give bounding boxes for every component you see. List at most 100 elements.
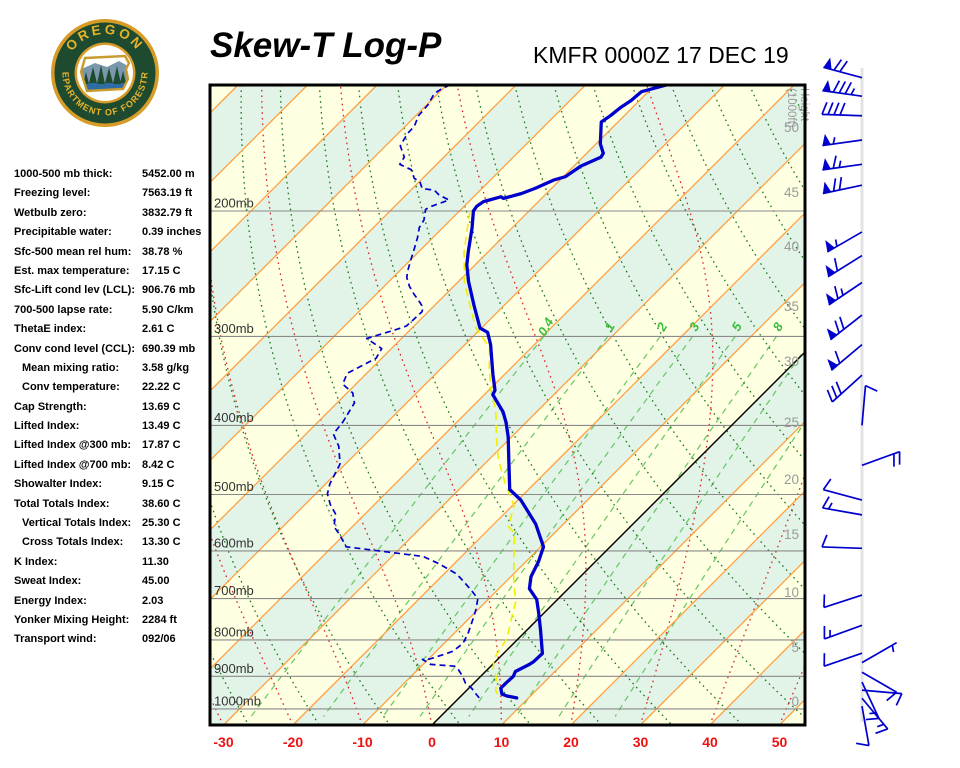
- pressure-label: 600mb: [214, 535, 254, 550]
- pressure-label: 500mb: [214, 479, 254, 494]
- index-value: 38.78 %: [141, 245, 183, 258]
- wind-barb: [826, 314, 863, 341]
- pressure-label: 200mb: [214, 195, 254, 210]
- height-tick-label: 40: [784, 239, 799, 254]
- wind-barb: [822, 133, 863, 147]
- index-label: Freezing level:: [14, 187, 91, 200]
- height-tick-label: 10: [784, 585, 799, 600]
- index-label: Total Totals Index:: [14, 497, 110, 510]
- wind-barb: [822, 80, 863, 98]
- index-row: Total Totals Index: 38.60 C: [14, 496, 214, 515]
- wind-barb: [825, 254, 863, 278]
- index-row: Sfc-Lift cond lev (LCL): 906.76 mb: [14, 282, 214, 301]
- index-value: 5452.00 m: [141, 168, 195, 180]
- index-label: Est. max temperature:: [14, 264, 130, 277]
- height-tick-label: 45: [784, 185, 799, 200]
- index-label: Sweat Index:: [14, 575, 82, 588]
- pressure-label: 400mb: [214, 410, 254, 425]
- pressure-lines: 200mb 300mb 400mb 500mb 600mb 700mb 800mb 900mb…: [210, 195, 805, 710]
- index-value: 22.22 C: [141, 381, 181, 394]
- index-row: Sweat Index: 45.00: [14, 573, 214, 592]
- index-value: 9.15 C: [141, 478, 175, 491]
- wind-barb: [825, 281, 863, 306]
- wind-barb: [822, 478, 863, 501]
- index-row: Lifted Index: 13.49 C: [14, 418, 214, 437]
- x-axis-tick-label: 30: [633, 734, 649, 750]
- index-value: 13.30 C: [141, 536, 181, 549]
- wind-barb: [821, 101, 863, 117]
- height-tick-label: 50: [784, 120, 799, 135]
- x-axis-tick-label: 50: [772, 734, 788, 750]
- index-label: Lifted Index:: [14, 420, 80, 433]
- station-datetime: KMFR 0000Z 17 DEC 19: [533, 42, 789, 68]
- height-tick-label: 25: [784, 415, 799, 430]
- index-row: Conv cond level (CCL): 690.39 mb: [14, 341, 214, 360]
- moist-adiabats: [210, 85, 805, 725]
- index-value: 17.15 C: [141, 264, 181, 277]
- pressure-label: 300mb: [214, 321, 254, 336]
- dewpoint-profile: [326, 85, 480, 699]
- index-label: Energy Index:: [14, 594, 87, 607]
- index-label: Precipitable water:: [14, 226, 112, 239]
- wind-barb: [825, 231, 863, 253]
- x-axis-tick-label: 0: [428, 734, 436, 750]
- dry-adiabats: [210, 85, 805, 725]
- index-value: 906.76 mb: [141, 284, 196, 297]
- index-value: 11.30: [141, 555, 169, 568]
- wind-barb: [823, 57, 863, 79]
- index-row: Est. max temperature: 17.15 C: [14, 263, 214, 282]
- index-row: Vertical Totals Index: 25.30 C: [14, 515, 214, 534]
- wind-barb: [821, 534, 863, 550]
- indices-panel: 1000-500 mb thick: 5452.00 m Freezing leve…: [14, 166, 214, 651]
- index-row: Yonker Mixing Height: 2284 ft: [14, 612, 214, 631]
- index-label: Mean mixing ratio:: [22, 361, 120, 374]
- index-value: 45.00: [141, 575, 170, 588]
- wind-barb: [827, 343, 863, 371]
- wind-barb: [823, 652, 863, 667]
- height-tick-label: 0: [791, 694, 799, 709]
- background-bands: [210, 85, 805, 725]
- height-tick-label: 5: [791, 640, 799, 655]
- x-axis-tick-label: -10: [352, 734, 372, 750]
- index-value: 690.39 mb: [141, 342, 196, 355]
- wind-barb: [861, 697, 889, 735]
- index-row: K Index: 11.30: [14, 554, 214, 573]
- pressure-label: 900mb: [214, 661, 254, 676]
- index-label: Wetbulb zero:: [14, 206, 87, 219]
- x-axis-tick-label: -20: [283, 734, 303, 750]
- index-row: ThetaE index: 2.61 C: [14, 321, 214, 340]
- x-axis-tick-label: 20: [563, 734, 579, 750]
- index-value: 0.39 inches: [141, 226, 202, 239]
- index-row: Showalter Index: 9.15 C: [14, 476, 214, 495]
- wind-barb: [821, 496, 863, 516]
- pressure-label: 800mb: [214, 624, 254, 639]
- index-row: Cross Totals Index: 13.30 C: [14, 534, 214, 553]
- wetbulb-profile: [463, 210, 517, 697]
- x-axis-tick-label: -30: [213, 734, 233, 750]
- wind-barb: [861, 689, 903, 706]
- index-value: 17.87 C: [141, 439, 181, 452]
- index-value: 3832.79 ft: [141, 206, 193, 219]
- index-row: Lifted Index @300 mb: 17.87 C: [14, 437, 214, 456]
- wind-barb: [861, 671, 898, 702]
- index-label: Conv temperature:: [22, 381, 120, 394]
- index-label: ThetaE index:: [14, 323, 87, 336]
- temperature-profile: [465, 85, 669, 700]
- index-label: 700-500 lapse rate:: [14, 303, 113, 316]
- wind-barb: [822, 176, 863, 195]
- index-value: 13.69 C: [141, 400, 181, 413]
- index-label: Vertical Totals Index:: [22, 517, 132, 530]
- index-row: 700-500 lapse rate: 5.90 C/km: [14, 302, 214, 321]
- index-value: 2284 ft: [141, 613, 177, 626]
- index-value: 3.58 g/kg: [141, 361, 190, 374]
- index-row: Mean mixing ratio: 3.58 g/kg: [14, 360, 214, 379]
- index-value: 25.30 C: [141, 517, 181, 530]
- wind-barb: [823, 624, 863, 640]
- index-row: Energy Index: 2.03: [14, 593, 214, 612]
- index-row: Wetbulb zero: 3832.79 ft: [14, 205, 214, 224]
- index-row: Precipitable water: 0.39 inches: [14, 224, 214, 243]
- index-label: Conv cond level (CCL):: [14, 342, 136, 355]
- index-label: K Index:: [14, 555, 58, 568]
- index-label: Lifted Index @700 mb:: [14, 458, 132, 471]
